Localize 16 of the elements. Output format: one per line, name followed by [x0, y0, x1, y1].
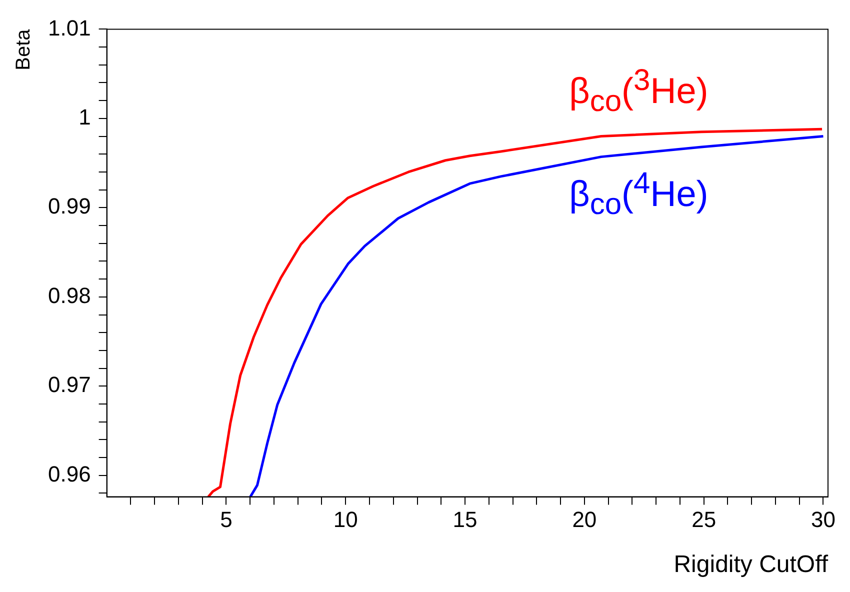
x-tick-label: 30	[810, 507, 836, 532]
series-label: β$_{co}$($^{3}$He)	[569, 64, 708, 118]
y-tick-label: 0.97	[48, 372, 91, 398]
y-tick-label: 0.98	[48, 282, 91, 308]
x-axis-title: Rigidity CutOff	[674, 551, 828, 578]
y-tick-label: 1.01	[48, 15, 91, 40]
y-tick-label: 0.99	[48, 194, 91, 219]
x-tick-label: 10	[333, 507, 358, 532]
y-axis-title: Beta	[12, 28, 35, 70]
x-tick-label: 25	[692, 507, 716, 532]
x-tick-label: 5	[220, 507, 232, 532]
y-tick-label: 1	[78, 104, 91, 130]
series-label: β$_{co}$($^{4}$He)	[569, 166, 708, 221]
x-tick-label: 20	[572, 507, 597, 532]
y-tick-label: 0.96	[48, 461, 91, 486]
x-tick-label: 15	[452, 507, 478, 532]
